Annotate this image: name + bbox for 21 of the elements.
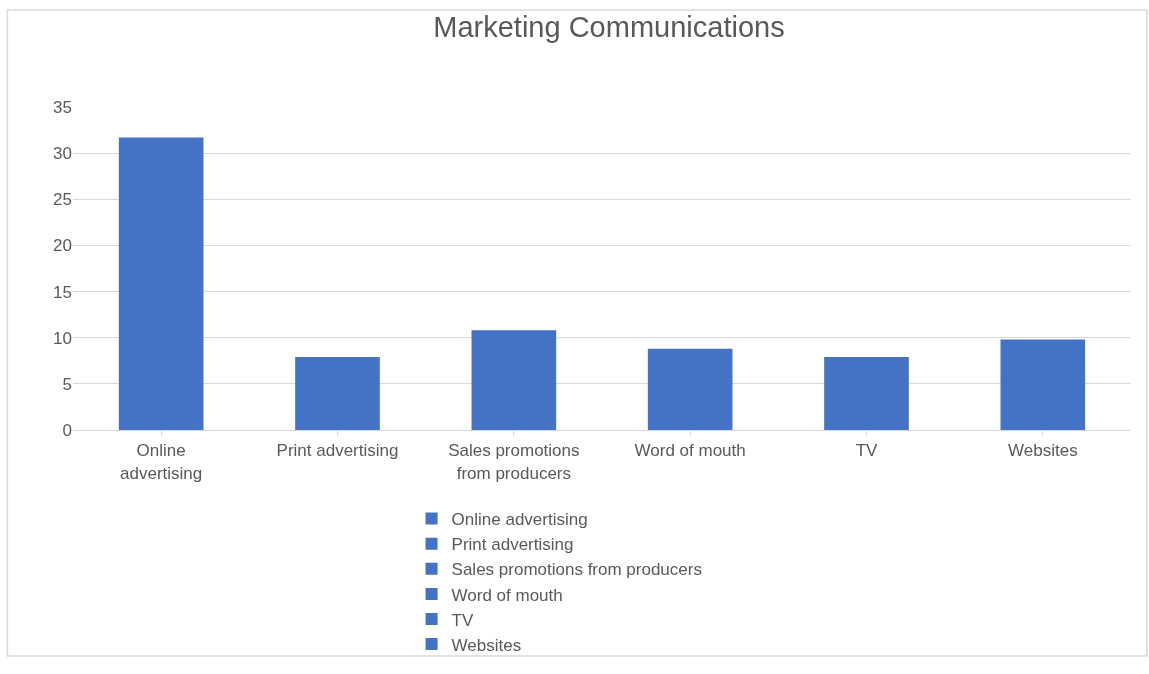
chart-title: Marketing Communications <box>433 11 785 44</box>
y-tick-label: 0 <box>62 420 72 440</box>
x-tick-label: Websites <box>1008 441 1078 461</box>
x-tick-label: Word of mouth <box>634 441 746 461</box>
y-tick-label: 5 <box>62 374 72 394</box>
legend-label: Sales promotions from producers <box>451 560 702 580</box>
y-tick-label: 20 <box>53 236 72 256</box>
legend-label: Print advertising <box>451 535 574 555</box>
legend-label: Word of mouth <box>451 585 563 605</box>
y-tick-label: 30 <box>53 144 72 164</box>
y-tick-label: 25 <box>53 190 72 210</box>
x-tick-label: Print advertising <box>276 441 399 461</box>
y-tick-label: 10 <box>53 328 72 348</box>
legend-label: Online advertising <box>451 510 588 530</box>
y-tick-label: 35 <box>53 97 72 117</box>
x-tick-label: Online advertising <box>120 441 203 483</box>
x-tick-label: TV <box>855 441 879 461</box>
y-tick-label: 15 <box>53 282 72 302</box>
legend-label: TV <box>451 610 474 630</box>
legend-label: Websites <box>451 635 522 655</box>
x-tick-label: Sales promotions from producers <box>448 441 580 483</box>
